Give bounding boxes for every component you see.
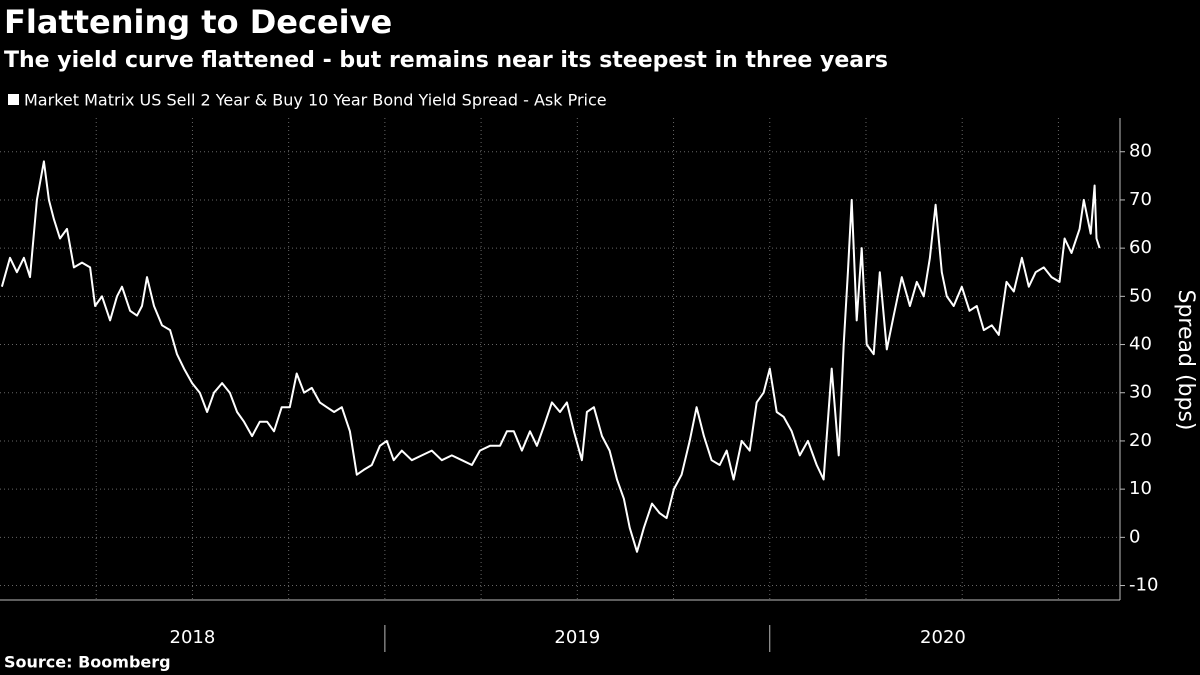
x-tick-label: 2018 (170, 627, 216, 648)
y-tick-label: 60 (1129, 237, 1152, 258)
y-tick-label: 40 (1129, 334, 1152, 355)
y-tick-label: 80 (1129, 141, 1152, 162)
y-tick-label: -10 (1129, 575, 1158, 596)
y-tick-label: 10 (1129, 478, 1152, 499)
y-axis-label: Spread (bps) (1173, 289, 1198, 430)
line-series (0, 160, 1101, 553)
chart-title: Flattening to Deceive (4, 3, 392, 41)
x-tick-label: 2020 (920, 627, 966, 648)
source: Source: Boomberg (4, 653, 171, 672)
y-tick-label: 50 (1129, 285, 1152, 306)
y-tick-label: 30 (1129, 382, 1152, 403)
y-tick-label: 20 (1129, 430, 1152, 451)
legend-label: Market Matrix US Sell 2 Year & Buy 10 Ye… (24, 91, 607, 110)
legend-swatch (8, 94, 19, 105)
chart-subtitle: The yield curve flattened - but remains … (4, 48, 888, 73)
x-tick-label: 2019 (554, 627, 600, 648)
y-tick-label: 70 (1129, 189, 1152, 210)
y-tick-label: 0 (1129, 526, 1140, 547)
